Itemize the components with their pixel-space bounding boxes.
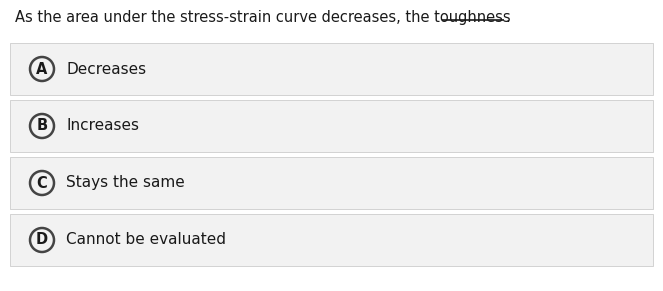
Circle shape [30, 57, 54, 81]
FancyBboxPatch shape [10, 100, 653, 152]
Text: .: . [505, 10, 510, 25]
Text: D: D [36, 233, 48, 248]
Text: C: C [36, 175, 47, 191]
FancyBboxPatch shape [10, 157, 653, 209]
Text: Increases: Increases [66, 118, 139, 134]
Text: A: A [36, 61, 48, 77]
FancyBboxPatch shape [10, 43, 653, 95]
Circle shape [30, 171, 54, 195]
Text: As the area under the stress-strain curve decreases, the toughness: As the area under the stress-strain curv… [15, 10, 511, 25]
Circle shape [30, 228, 54, 252]
Circle shape [30, 114, 54, 138]
Text: Cannot be evaluated: Cannot be evaluated [66, 233, 226, 248]
FancyBboxPatch shape [10, 214, 653, 266]
Text: B: B [36, 118, 48, 134]
Text: Stays the same: Stays the same [66, 175, 185, 191]
Text: Decreases: Decreases [66, 61, 146, 77]
